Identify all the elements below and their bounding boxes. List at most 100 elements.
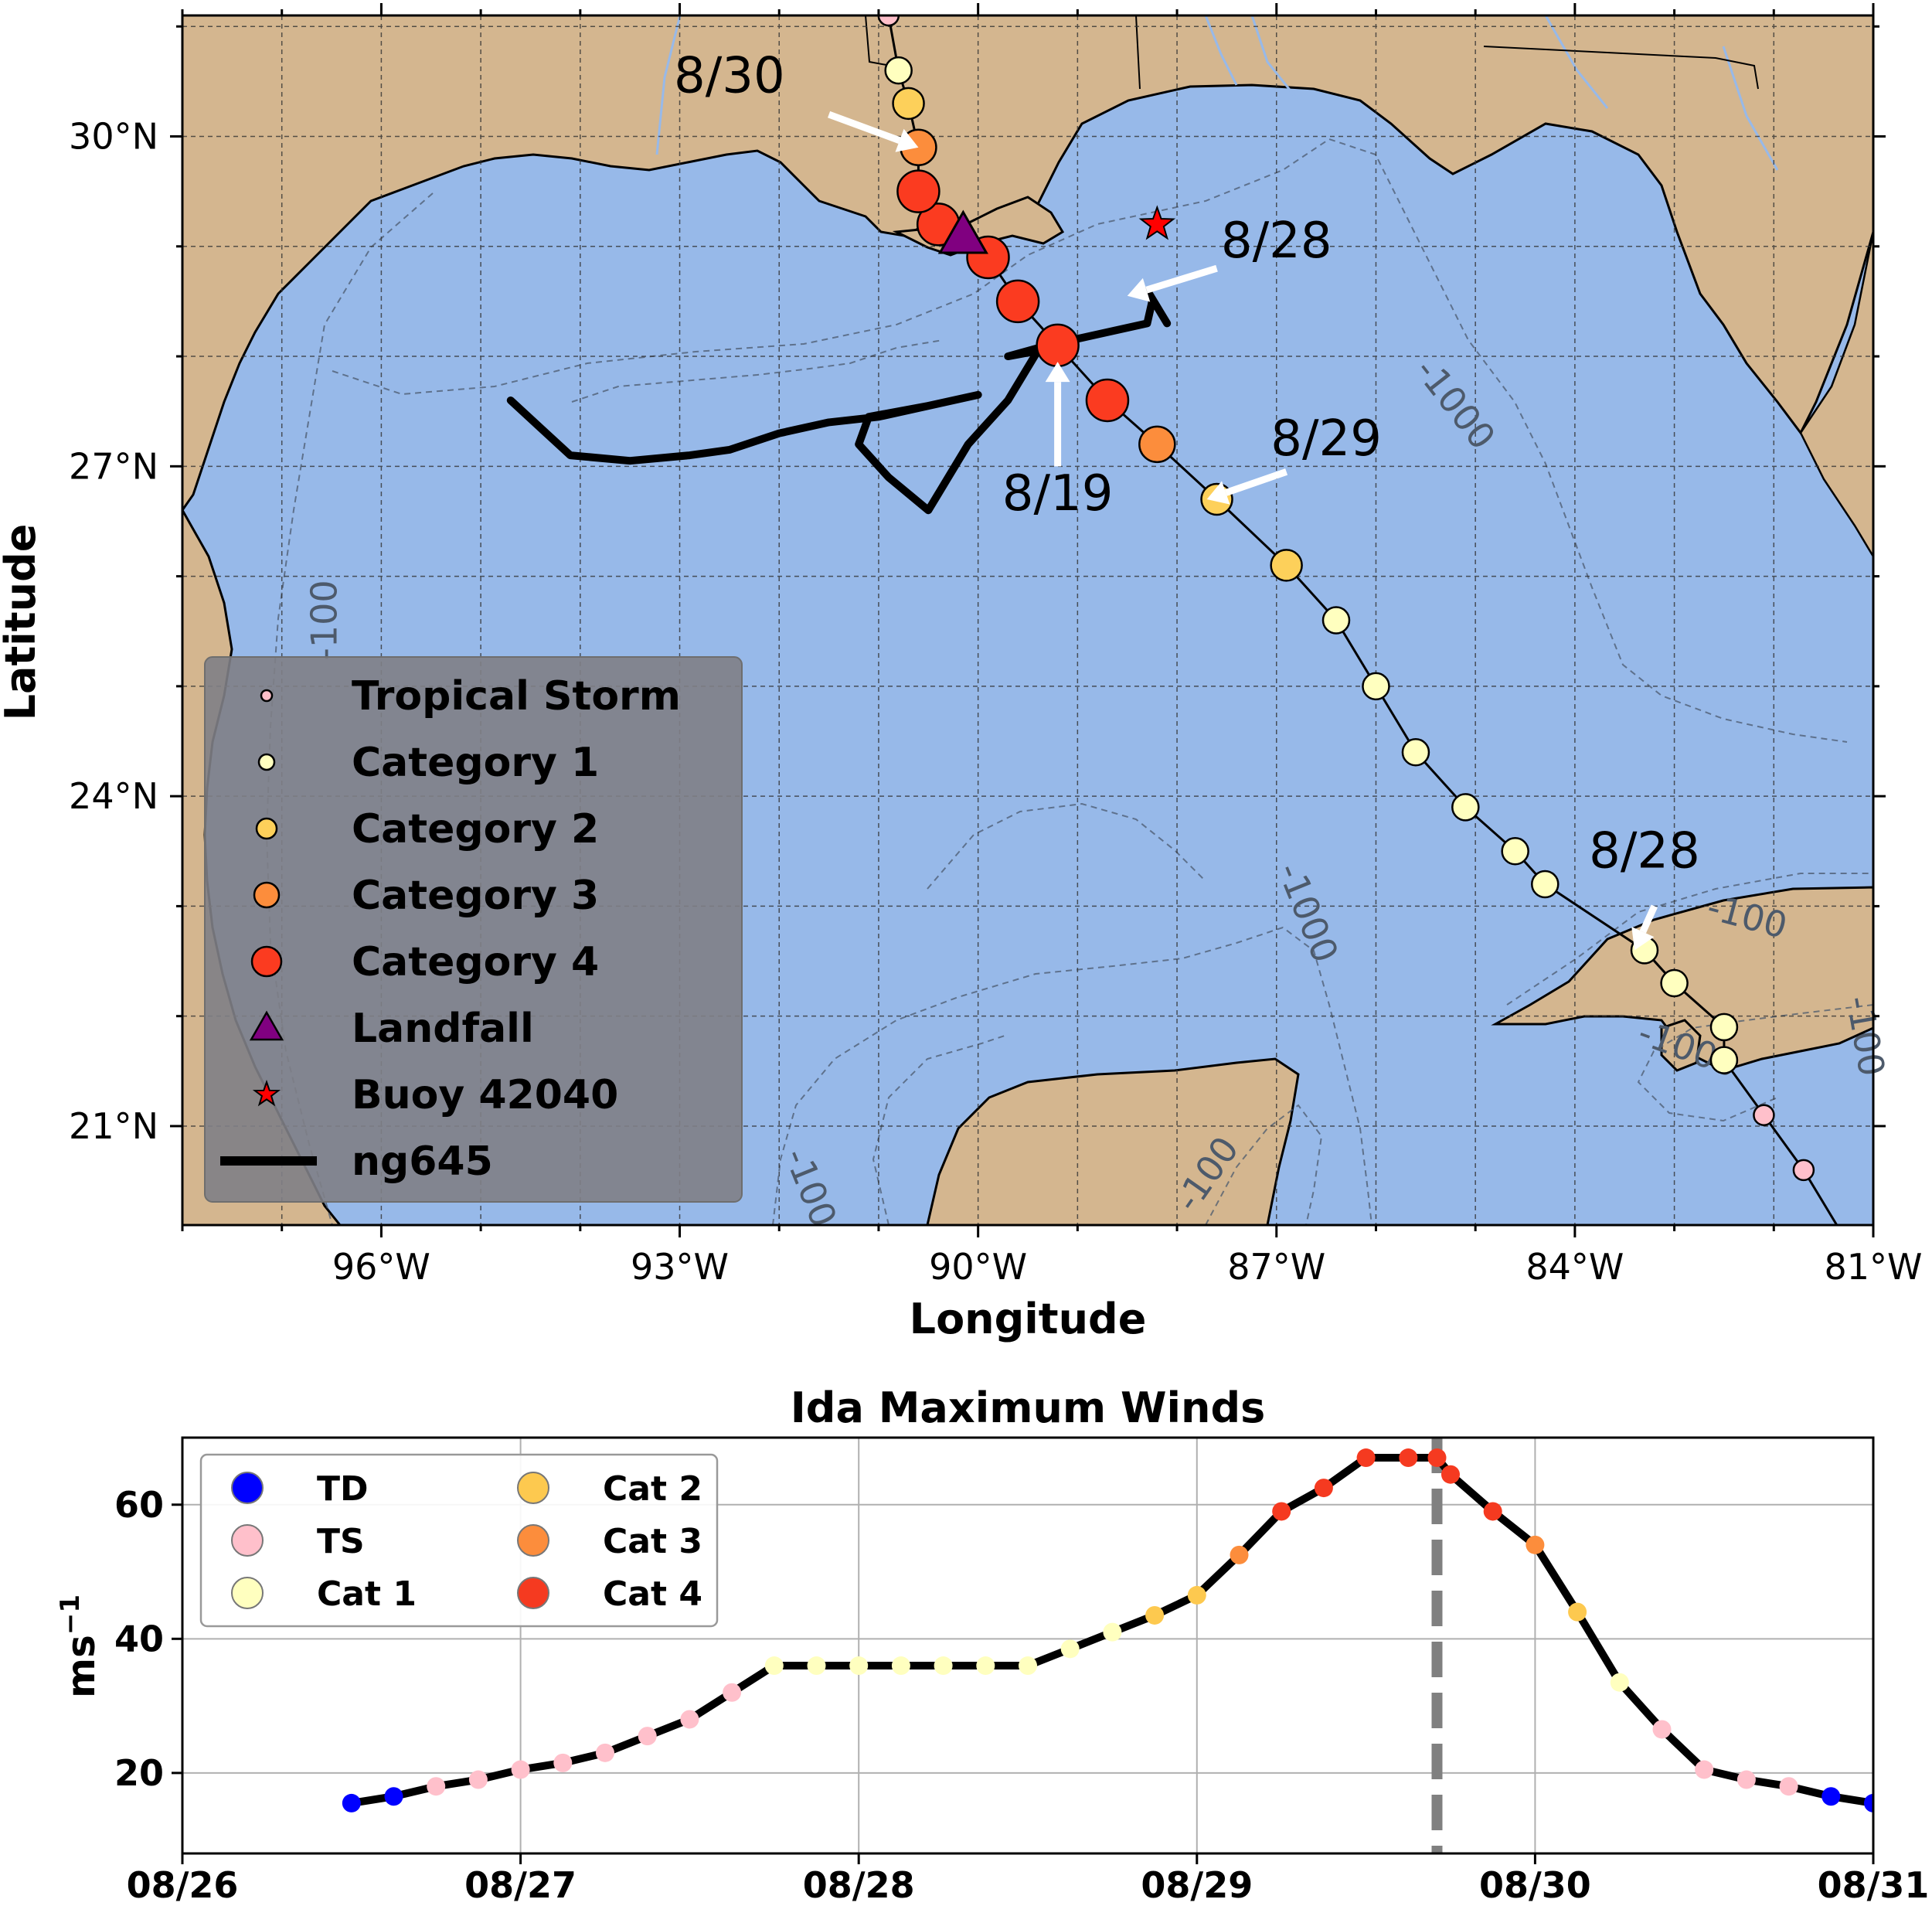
wind-point bbox=[723, 1683, 742, 1702]
legend-circle-marker bbox=[260, 689, 274, 703]
chart-y-label-sup: −1 bbox=[55, 1595, 86, 1635]
chart-legend-marker bbox=[231, 1524, 264, 1557]
chart-legend-label: TS bbox=[317, 1522, 365, 1561]
legend-label: Buoy 42040 bbox=[352, 1072, 618, 1118]
annotation-arrow-shaft bbox=[1145, 264, 1218, 294]
legend-circle-marker bbox=[250, 945, 283, 978]
chart-legend: TD TS Cat 1 Cat 2 Cat 3 Cat 4 bbox=[199, 1453, 719, 1628]
track-point bbox=[877, 15, 900, 27]
wind-point bbox=[1821, 1787, 1841, 1806]
map-y-label: Latitude bbox=[0, 524, 45, 721]
map-legend-item: Category 1 bbox=[257, 740, 599, 786]
wind-point bbox=[1145, 1605, 1165, 1625]
wind-point bbox=[1736, 1770, 1756, 1789]
chart-x-tick-label: 08/26 bbox=[127, 1864, 239, 1906]
chart-legend-item: Cat 3 bbox=[517, 1522, 702, 1561]
contour-100-cuba bbox=[1506, 873, 1873, 1006]
wind-point bbox=[553, 1753, 573, 1772]
wind-point bbox=[1483, 1502, 1502, 1521]
legend-triangle-marker bbox=[249, 1010, 284, 1041]
chart-x-tick-label: 08/29 bbox=[1141, 1864, 1253, 1906]
annotation-arrow-head bbox=[1206, 481, 1230, 505]
buoy-42040-marker bbox=[1138, 205, 1176, 240]
chart-x-tick-label: 08/27 bbox=[464, 1864, 577, 1906]
chart-y-label: ms−1 bbox=[55, 1595, 104, 1698]
track-point bbox=[1138, 425, 1176, 464]
map-legend-item: Category 3 bbox=[253, 873, 599, 919]
date-annotation-label: 8/28 bbox=[1589, 823, 1700, 880]
wind-point bbox=[638, 1727, 657, 1746]
chart-legend-item: Cat 2 bbox=[517, 1469, 702, 1509]
lon-tick-label: 96°W bbox=[332, 1246, 430, 1288]
legend-label: Tropical Storm bbox=[352, 673, 681, 720]
chart-legend-item: TD bbox=[231, 1469, 369, 1509]
date-annotation-label: 8/30 bbox=[674, 48, 785, 105]
track-point bbox=[1362, 672, 1390, 701]
track-point bbox=[1321, 606, 1351, 635]
legend-circle-marker bbox=[255, 817, 278, 840]
date-annotation-label: 8/19 bbox=[1002, 465, 1114, 522]
track-point bbox=[1709, 1046, 1739, 1074]
annotation-arrow-shaft bbox=[828, 111, 901, 144]
lon-tick-label: 90°W bbox=[929, 1246, 1027, 1288]
lat-tick-label: 24°N bbox=[69, 775, 158, 817]
contour-slope bbox=[927, 802, 1206, 890]
track-point bbox=[1709, 1013, 1739, 1042]
wind-point bbox=[1060, 1639, 1080, 1659]
chart-y-tick-label: 40 bbox=[114, 1618, 164, 1659]
track-point bbox=[1501, 837, 1529, 866]
map-x-label: Longitude bbox=[910, 1295, 1147, 1343]
chart-x-tick-label: 08/28 bbox=[803, 1864, 915, 1906]
map-legend-box bbox=[204, 656, 743, 1203]
wind-point bbox=[1695, 1760, 1714, 1779]
contour-label: -100 bbox=[303, 580, 345, 660]
wind-point bbox=[1652, 1720, 1672, 1739]
legend-star-marker bbox=[252, 1079, 281, 1107]
track-point bbox=[892, 87, 925, 121]
track-point bbox=[896, 169, 940, 213]
chart-legend-label: Cat 2 bbox=[603, 1469, 702, 1509]
track-point bbox=[1270, 549, 1303, 582]
wind-point bbox=[1779, 1777, 1798, 1796]
wind-point bbox=[1230, 1545, 1249, 1564]
legend-label: ng645 bbox=[352, 1138, 493, 1185]
contour-1000-south bbox=[1637, 1004, 1873, 1122]
wind-point bbox=[1864, 1793, 1873, 1812]
wind-chart-panel: Ida Maximum Winds 08/26 08/27 08/28 08/29 08… bbox=[55, 1384, 1929, 1906]
contour-100-campeche bbox=[1205, 1104, 1323, 1225]
legend-circle-marker bbox=[257, 753, 276, 771]
annotation-arrow-head bbox=[895, 128, 919, 152]
wind-point bbox=[764, 1656, 784, 1676]
chart-legend-label: Cat 4 bbox=[603, 1574, 702, 1614]
track-point bbox=[1842, 1224, 1845, 1225]
track-point bbox=[1660, 968, 1689, 998]
map-legend-item: ng645 bbox=[220, 1138, 493, 1185]
river bbox=[655, 15, 1779, 171]
date-annotations: 8/30 8/28 8/29 8/19 8/28 bbox=[674, 48, 1700, 951]
map-legend-item: Tropical Storm bbox=[260, 673, 681, 720]
chart-legend-label: TD bbox=[317, 1469, 369, 1509]
wind-point bbox=[427, 1777, 446, 1796]
wind-point bbox=[849, 1656, 869, 1676]
chart-frame bbox=[181, 1436, 1875, 1855]
wind-point bbox=[1568, 1602, 1587, 1622]
wind-point bbox=[1441, 1465, 1460, 1484]
chart-legend-label: Cat 1 bbox=[317, 1574, 417, 1614]
wind-point bbox=[891, 1656, 910, 1676]
wind-point bbox=[1356, 1448, 1376, 1468]
legend-label: Category 3 bbox=[352, 873, 599, 919]
track-point bbox=[1792, 1159, 1815, 1182]
legend-label: Category 1 bbox=[352, 740, 599, 786]
annotation-arrow-head bbox=[1045, 362, 1070, 383]
map-ticks: 96°W 93°W 90°W 87°W 84°W 81°W 30°N 27°N 24°N 21°N bbox=[69, 3, 1923, 1288]
land-yucatan bbox=[926, 1057, 1300, 1225]
legend-circle-marker bbox=[253, 881, 281, 909]
wind-point bbox=[1272, 1502, 1291, 1521]
contour-100-yuc bbox=[872, 1035, 1005, 1225]
track-point bbox=[1451, 793, 1480, 822]
map-legend-item: Category 2 bbox=[255, 806, 599, 853]
date-annotation-label: 8/29 bbox=[1270, 410, 1382, 468]
date-annotation-label: 8/28 bbox=[1221, 213, 1332, 270]
annotation-arrow-shaft bbox=[1639, 904, 1658, 934]
chart-legend-marker bbox=[231, 1472, 264, 1504]
